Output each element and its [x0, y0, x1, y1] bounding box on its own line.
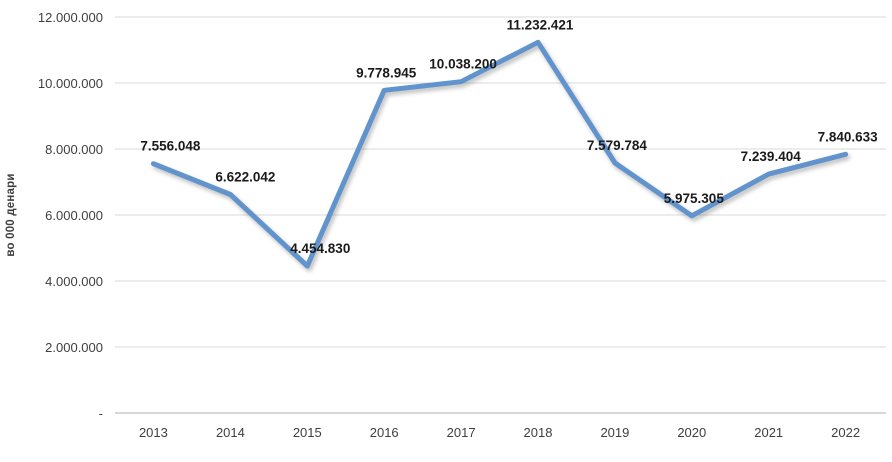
y-tick-label: 2.000.000: [45, 340, 103, 355]
x-tick-label: 2022: [831, 425, 860, 440]
y-tick-label: 8.000.000: [45, 142, 103, 157]
x-tick-label: 2014: [216, 425, 245, 440]
data-label: 7.556.048: [140, 139, 201, 154]
data-label: 9.778.945: [356, 65, 417, 80]
data-label: 7.840.633: [818, 129, 879, 144]
x-tick-label: 2018: [524, 425, 553, 440]
y-tick-label: 12.000.000: [38, 10, 103, 25]
x-tick-label: 2015: [293, 425, 322, 440]
x-tick-label: 2013: [139, 425, 168, 440]
y-tick-label: 4.000.000: [45, 274, 103, 289]
x-tick-label: 2016: [370, 425, 399, 440]
x-tick-label: 2021: [754, 425, 783, 440]
data-label: 7.579.784: [587, 138, 648, 153]
y-tick-label: 6.000.000: [45, 208, 103, 223]
x-tick-label: 2017: [447, 425, 476, 440]
y-tick-label: 10.000.000: [38, 76, 103, 91]
data-label: 7.239.404: [741, 149, 802, 164]
data-label: 6.622.042: [215, 170, 275, 185]
data-label: 5.975.305: [664, 191, 725, 206]
data-label: 11.232.421: [507, 17, 574, 32]
data-series-line: [150, 39, 849, 269]
data-label: 10.038.200: [429, 57, 497, 72]
x-tick-label: 2020: [677, 425, 706, 440]
x-tick-label: 2019: [600, 425, 629, 440]
y-tick-label: -: [99, 406, 103, 421]
data-label: 4.454.830: [290, 241, 350, 256]
y-axis-title-label: во 000 денари: [5, 173, 17, 257]
